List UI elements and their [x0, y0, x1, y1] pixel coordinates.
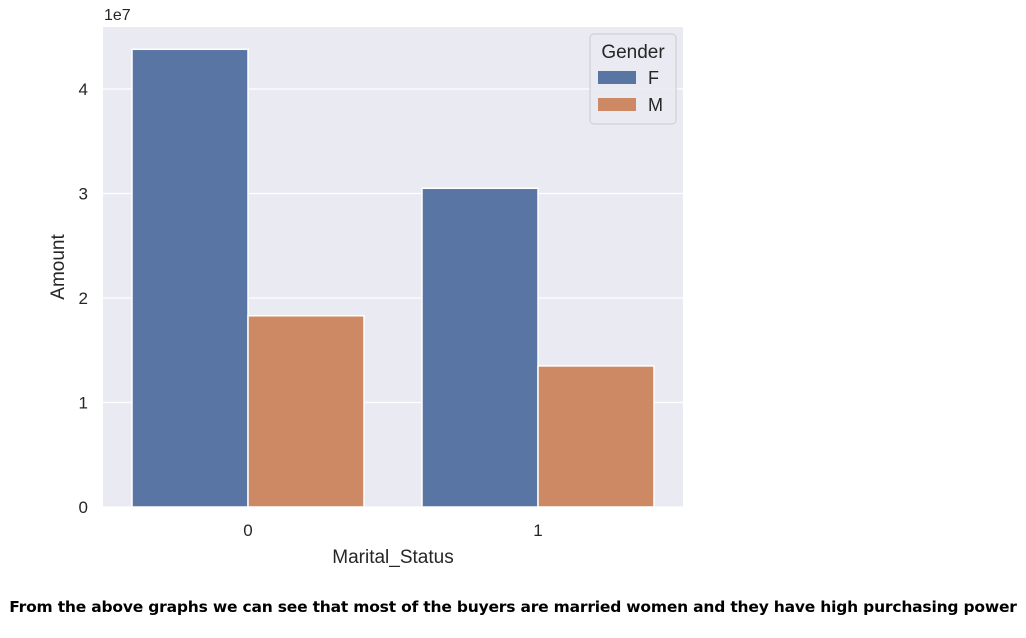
y-axis-label: Amount: [48, 234, 69, 300]
bar-chart: 0 1 2 3 4 0 1 1e7 Marital_Status Amount Gender…: [48, 7, 683, 568]
x-tick-label: 0: [243, 521, 252, 540]
legend-entry-label: M: [648, 95, 663, 115]
y-tick-label: 2: [79, 289, 88, 308]
legend-swatch-M: [598, 98, 636, 111]
caption-text: From the above graphs we can see that mo…: [9, 598, 1017, 616]
y-offset-label: 1e7: [104, 7, 131, 24]
bar-F-0: [131, 48, 249, 508]
bar-F-1: [421, 187, 539, 508]
x-tick-label: 1: [533, 521, 542, 540]
legend: Gender FM: [589, 33, 677, 125]
y-tick-label: 4: [79, 80, 88, 99]
legend-entry-label: F: [648, 68, 659, 88]
y-tick-label: 0: [79, 498, 88, 517]
bar-M-1: [537, 365, 655, 508]
y-tick-label: 3: [79, 185, 88, 204]
y-tick-label: 1: [79, 394, 88, 413]
legend-swatch-F: [598, 71, 636, 84]
bars: [131, 48, 655, 508]
tick-labels: 0 1 2 3 4 0 1: [79, 80, 543, 540]
x-axis-label: Marital_Status: [332, 547, 453, 568]
legend-title: Gender: [601, 42, 665, 63]
bar-M-0: [247, 315, 365, 508]
